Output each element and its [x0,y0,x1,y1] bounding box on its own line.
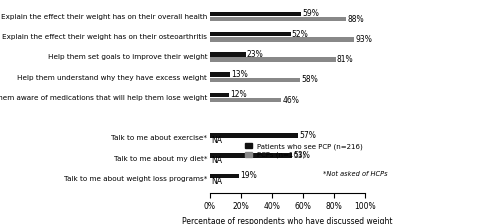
Bar [210,174,240,178]
Bar [210,12,302,16]
Text: NA: NA [211,136,222,145]
Text: 58%: 58% [301,75,318,84]
Text: *Not asked of HCPs: *Not asked of HCPs [323,171,388,177]
Text: 53%: 53% [294,151,310,160]
Text: 81%: 81% [337,55,353,64]
Bar [210,52,246,56]
Text: 57%: 57% [300,131,316,140]
Text: NA: NA [211,156,222,165]
Text: 46%: 46% [282,96,300,105]
Text: 93%: 93% [356,35,372,44]
Bar [210,17,346,21]
X-axis label: Percentage of respondents who have discussed weight: Percentage of respondents who have discu… [182,217,393,224]
Text: 12%: 12% [230,90,246,99]
Bar [210,98,282,102]
Legend: Patients who see PCP (n=216), PCPs (n=101): Patients who see PCP (n=216), PCPs (n=10… [245,143,363,158]
Bar [210,37,354,41]
Bar [210,78,300,82]
Text: 19%: 19% [240,171,258,180]
Text: NA: NA [211,177,222,186]
Bar [210,32,290,36]
Text: 59%: 59% [302,9,320,18]
Text: 88%: 88% [348,15,364,24]
Text: 13%: 13% [232,70,248,79]
Bar [210,93,229,97]
Text: 52%: 52% [292,30,308,39]
Text: 23%: 23% [247,50,264,59]
Bar [210,72,230,77]
Bar [210,57,336,62]
Bar [210,153,292,158]
Bar [210,133,298,138]
